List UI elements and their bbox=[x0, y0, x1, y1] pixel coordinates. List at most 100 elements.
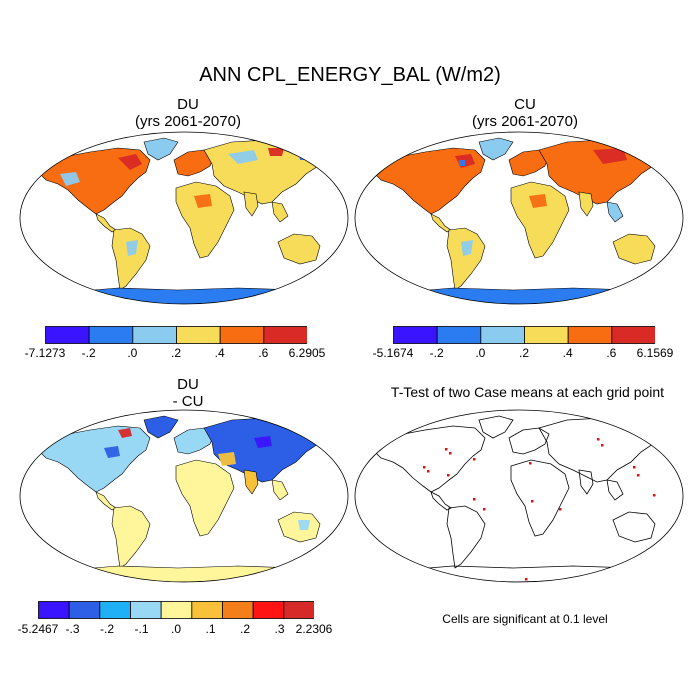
diff-patch-0 bbox=[118, 428, 132, 438]
significant-cell-5 bbox=[473, 458, 476, 461]
panel-title-diff-line2: - CU bbox=[172, 393, 204, 410]
significant-cell-4 bbox=[447, 474, 450, 477]
diff-patch-1 bbox=[104, 446, 120, 458]
du-south-america bbox=[111, 227, 151, 291]
cu-india bbox=[578, 191, 594, 217]
du-europe bbox=[173, 149, 215, 177]
cu-north-america bbox=[370, 147, 486, 215]
cu-colorbar-box-4 bbox=[567, 326, 613, 344]
significant-cell-12 bbox=[637, 474, 640, 477]
du-patch-4 bbox=[126, 240, 138, 256]
du-greenland bbox=[143, 137, 179, 161]
du-colorbar-box-3 bbox=[176, 326, 221, 344]
du-se-asia bbox=[271, 201, 289, 223]
figure-title: ANN CPL_ENERGY_BAL (W/m2) bbox=[199, 64, 501, 86]
panel-title-du: DU (yrs 2061-2070) bbox=[88, 96, 288, 130]
du-north-america bbox=[35, 147, 151, 215]
cu-colorbar-label-4: .4 bbox=[562, 346, 573, 360]
cu-colorbar-label-3: .2 bbox=[518, 346, 530, 360]
diff-india bbox=[243, 469, 259, 495]
cu-antarctica bbox=[404, 287, 650, 304]
significant-cell-15 bbox=[579, 578, 582, 581]
du-colorbar-box-5 bbox=[263, 326, 307, 344]
diff-greenland bbox=[143, 415, 179, 439]
diff-patch-4 bbox=[298, 520, 310, 530]
cu-africa bbox=[510, 181, 570, 259]
diff-colorbar-label-2: -.2 bbox=[99, 622, 115, 636]
cu-map-layer bbox=[355, 132, 683, 304]
cu-colorbar-box-0 bbox=[393, 326, 438, 344]
du-patch-0 bbox=[118, 154, 142, 170]
panel-title-cu-line1: CU bbox=[514, 96, 536, 113]
du-patch-5 bbox=[194, 194, 212, 208]
panel-title-du-line1: DU bbox=[177, 96, 199, 113]
diff-colorbar-label-8: 2.2306 bbox=[295, 622, 333, 636]
cu-colorbar-label-1: -.2 bbox=[429, 346, 444, 360]
du-australia bbox=[277, 233, 321, 265]
diff-colorbar-label-6: .2 bbox=[239, 622, 251, 636]
significant-cell-8 bbox=[559, 508, 562, 511]
significant-cell-18 bbox=[483, 508, 486, 511]
cu-patch-3 bbox=[461, 240, 473, 256]
map-cu bbox=[354, 131, 684, 305]
diff-colorbar-box-5 bbox=[191, 601, 223, 619]
panel-title-diff: DU - CU bbox=[88, 376, 288, 410]
significant-cell-6 bbox=[529, 462, 532, 465]
colorbar-diff bbox=[38, 601, 314, 619]
diff-australia bbox=[277, 511, 321, 543]
panel-title-du-line2: (yrs 2061-2070) bbox=[135, 113, 241, 130]
cu-colorbar-box-2 bbox=[480, 326, 525, 344]
diff-colorbar-box-6 bbox=[222, 601, 254, 619]
du-patch-2 bbox=[228, 150, 258, 164]
du-antarctica bbox=[69, 287, 315, 304]
significant-cell-11 bbox=[633, 466, 636, 469]
ttest-map-border bbox=[354, 409, 684, 583]
cu-patch-5 bbox=[649, 154, 657, 162]
panel-title-ttest: T-Test of two Case means at each grid po… bbox=[390, 384, 665, 400]
diff-map-layer bbox=[20, 410, 348, 582]
du-india bbox=[243, 191, 259, 217]
diff-colorbar-box-4 bbox=[160, 601, 193, 619]
diff-antarctica bbox=[69, 565, 315, 582]
diff-colorbar-box-8 bbox=[283, 601, 314, 619]
du-map-border bbox=[19, 131, 349, 305]
du-colorbar-box-4 bbox=[219, 326, 265, 344]
du-colorbar-box-1 bbox=[88, 326, 134, 344]
diff-colorbar-box-2 bbox=[99, 601, 131, 619]
diff-patch-2 bbox=[254, 436, 272, 448]
ttest-australia bbox=[612, 511, 656, 543]
diff-africa bbox=[175, 459, 235, 537]
ttest-ocean bbox=[355, 410, 683, 582]
colorbar-du-labels: -7.1273 -.2 .0 .2 .4 .6 6.2905 bbox=[25, 346, 326, 362]
panel-title-cu-line2: (yrs 2061-2070) bbox=[472, 113, 578, 130]
colorbar-du bbox=[45, 326, 307, 344]
du-colorbar-label-2: .0 bbox=[127, 346, 138, 360]
diff-north-america bbox=[35, 425, 151, 493]
cu-colorbar-label-2: .0 bbox=[475, 346, 486, 360]
diff-colorbar-label-7: .3 bbox=[274, 622, 285, 636]
du-patch-1 bbox=[60, 172, 80, 186]
cu-colorbar-label-5: .6 bbox=[606, 346, 617, 360]
du-colorbar-label-0: -7.1273 bbox=[24, 346, 66, 360]
du-map-layer bbox=[20, 132, 348, 304]
colorbar-cu bbox=[393, 326, 655, 344]
diff-map-border bbox=[19, 409, 349, 583]
du-colorbar-box-0 bbox=[45, 326, 90, 344]
diff-colorbar-box-3 bbox=[130, 601, 162, 619]
diff-colorbar-box-1 bbox=[68, 601, 101, 619]
du-africa bbox=[175, 181, 235, 259]
cu-patch-4 bbox=[529, 194, 547, 208]
du-colorbar-box-2 bbox=[132, 326, 177, 344]
significant-cell-9 bbox=[597, 438, 600, 441]
panel-title-diff-line1: DU bbox=[177, 376, 199, 393]
cu-colorbar-label-6: 6.1569 bbox=[636, 346, 674, 360]
diff-se-asia bbox=[271, 479, 289, 501]
diff-europe bbox=[173, 427, 215, 455]
ttest-india bbox=[578, 469, 594, 495]
map-du bbox=[19, 131, 349, 305]
colorbar-cu-labels: -5.1674 -.2 .0 .2 .4 .6 6.1569 bbox=[373, 346, 674, 362]
diff-colorbar-box-7 bbox=[252, 601, 285, 619]
du-colorbar-label-1: -.2 bbox=[81, 346, 96, 360]
ttest-north-america bbox=[370, 425, 486, 493]
cu-patch-1 bbox=[459, 160, 465, 166]
